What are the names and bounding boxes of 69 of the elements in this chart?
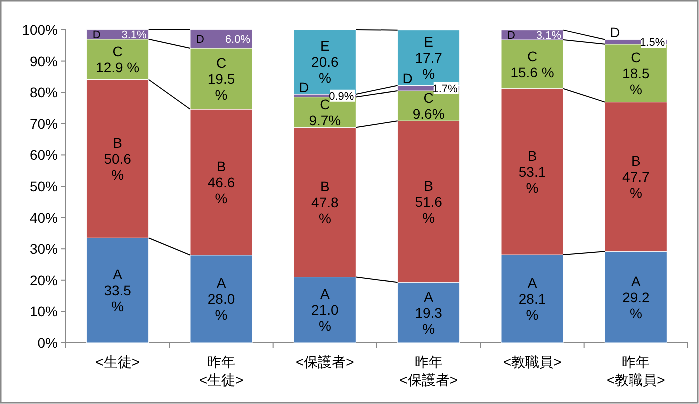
data-label: 1.7%: [432, 83, 458, 96]
text: D: [508, 30, 516, 42]
data-label: 18.5 %: [622, 65, 650, 98]
text: C: [112, 44, 123, 60]
text: D: [402, 70, 413, 87]
data-label: 50.6 %: [104, 150, 132, 183]
series-label: D: [92, 30, 101, 42]
text: B: [320, 178, 330, 194]
data-label: 19.3 %: [415, 304, 443, 337]
data-label: 19.5 %: [208, 70, 236, 103]
text: D: [196, 34, 204, 46]
data-label: 12.9 %: [96, 60, 140, 76]
x-tick-label: <生徒>: [96, 354, 140, 370]
data-label: 15.6 %: [510, 64, 554, 80]
data-label: 29.2 %: [622, 289, 650, 322]
text: C: [216, 54, 227, 71]
series-label: C: [320, 96, 330, 112]
text: E: [320, 38, 330, 54]
text: B: [424, 178, 434, 194]
text: A: [528, 275, 538, 292]
x-tick-label: <保護者>: [296, 354, 354, 370]
data-label: 47.8 %: [312, 194, 340, 226]
y-tick-label: 40%: [30, 210, 58, 226]
y-tick-label: 20%: [30, 272, 58, 288]
y-tick-label: 80%: [30, 84, 58, 101]
text: C: [424, 90, 434, 106]
y-tick-label: 90%: [30, 53, 58, 70]
data-label: 17.7 %: [415, 50, 443, 82]
data-label: 20.6 %: [312, 54, 340, 86]
text: B: [216, 158, 226, 174]
data-label: 9.6%: [412, 106, 445, 122]
text: A: [216, 275, 226, 292]
y-tick-label: 100%: [22, 22, 58, 38]
text: C: [631, 49, 642, 66]
y-tick-label: 30%: [30, 241, 58, 258]
text: C: [527, 48, 538, 64]
data-label: 21.0 %: [312, 302, 340, 334]
data-label: 1.5%: [640, 37, 666, 50]
series-label: A: [424, 288, 434, 305]
text: B: [528, 148, 538, 164]
data-label: 51.6 %: [415, 194, 443, 226]
series-label: E: [424, 34, 434, 50]
data-label: 33.5 %: [104, 282, 132, 315]
data-label: 53.1 %: [518, 164, 546, 196]
x-tick-label: 昨年 <保護者>: [400, 354, 458, 388]
data-label: 9.7%: [309, 112, 342, 128]
text: B: [113, 134, 123, 151]
text: D: [610, 24, 620, 41]
x-tick-label: 昨年 <教職員>: [606, 354, 666, 388]
text: A: [320, 286, 330, 302]
y-tick-label: 70%: [30, 116, 58, 132]
data-label: 28.1 %: [518, 291, 546, 324]
text: D: [299, 79, 310, 96]
text: A: [631, 273, 641, 290]
series-label: B: [631, 152, 641, 169]
data-label: 47.7 %: [622, 168, 650, 201]
y-tick-label: 10%: [30, 304, 58, 320]
text: A: [113, 266, 123, 283]
data-label: 28.0 %: [208, 291, 236, 324]
data-label: 46.6 %: [208, 174, 236, 206]
data-label: 0.9%: [329, 90, 354, 103]
y-tick-label: 50%: [30, 178, 58, 194]
x-tick-label: 昨年 <生徒>: [199, 354, 244, 388]
y-tick-label: 60%: [30, 147, 58, 164]
y-tick-label: 0%: [38, 335, 58, 351]
data-label: 3.1%: [536, 30, 562, 42]
data-label: 3.1%: [122, 30, 148, 42]
x-tick-label: <教職員>: [503, 354, 562, 370]
data-label: 6.0%: [225, 34, 251, 46]
